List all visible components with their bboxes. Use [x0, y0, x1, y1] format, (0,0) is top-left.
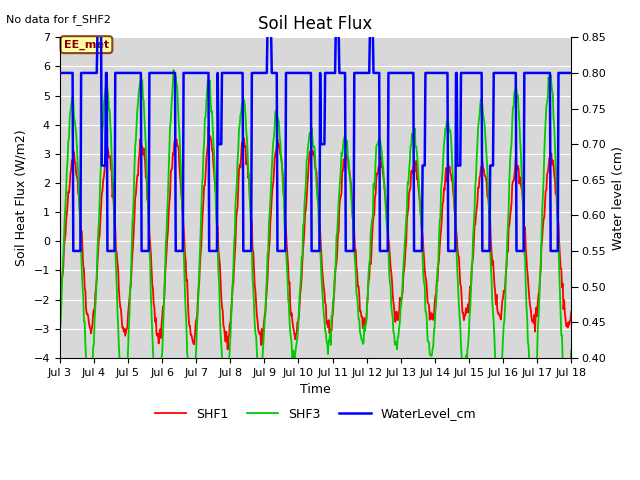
WaterLevel_cm	[568, 70, 575, 76]
WaterLevel_cm	[198, 70, 206, 76]
SHF1	[65, 190, 73, 195]
Y-axis label: Water level (cm): Water level (cm)	[612, 145, 625, 250]
SHF1	[205, 124, 212, 130]
Line: SHF3: SHF3	[60, 70, 572, 408]
WaterLevel_cm	[171, 70, 179, 76]
SHF1	[224, 347, 232, 352]
Legend: SHF1, SHF3, WaterLevel_cm: SHF1, SHF3, WaterLevel_cm	[150, 403, 481, 425]
SHF3	[563, 405, 571, 410]
SHF3	[568, 348, 575, 353]
SHF3	[170, 78, 178, 84]
SHF1	[379, 169, 387, 175]
SHF3	[118, 389, 125, 395]
WaterLevel_cm	[56, 70, 63, 76]
Y-axis label: Soil Heat Flux (W/m2): Soil Heat Flux (W/m2)	[15, 129, 28, 266]
SHF1	[118, 316, 125, 322]
WaterLevel_cm	[70, 248, 77, 254]
WaterLevel_cm	[119, 70, 127, 76]
SHF3	[56, 327, 63, 333]
SHF3	[65, 135, 73, 141]
Line: SHF1: SHF1	[60, 127, 572, 349]
SHF3	[198, 206, 205, 212]
WaterLevel_cm	[65, 70, 73, 76]
SHF1	[568, 309, 575, 314]
SHF1	[196, 250, 204, 256]
Line: WaterLevel_cm: WaterLevel_cm	[60, 30, 572, 251]
SHF3	[170, 67, 177, 73]
X-axis label: Time: Time	[300, 383, 331, 396]
SHF1	[170, 152, 177, 157]
Title: Soil Heat Flux: Soil Heat Flux	[259, 15, 372, 33]
Text: EE_met: EE_met	[64, 39, 109, 50]
SHF1	[56, 302, 63, 308]
SHF3	[393, 347, 401, 352]
Text: No data for f_SHF2: No data for f_SHF2	[6, 14, 111, 25]
WaterLevel_cm	[394, 70, 401, 76]
WaterLevel_cm	[93, 27, 101, 33]
WaterLevel_cm	[379, 248, 387, 254]
SHF1	[394, 317, 401, 323]
SHF3	[378, 152, 386, 157]
